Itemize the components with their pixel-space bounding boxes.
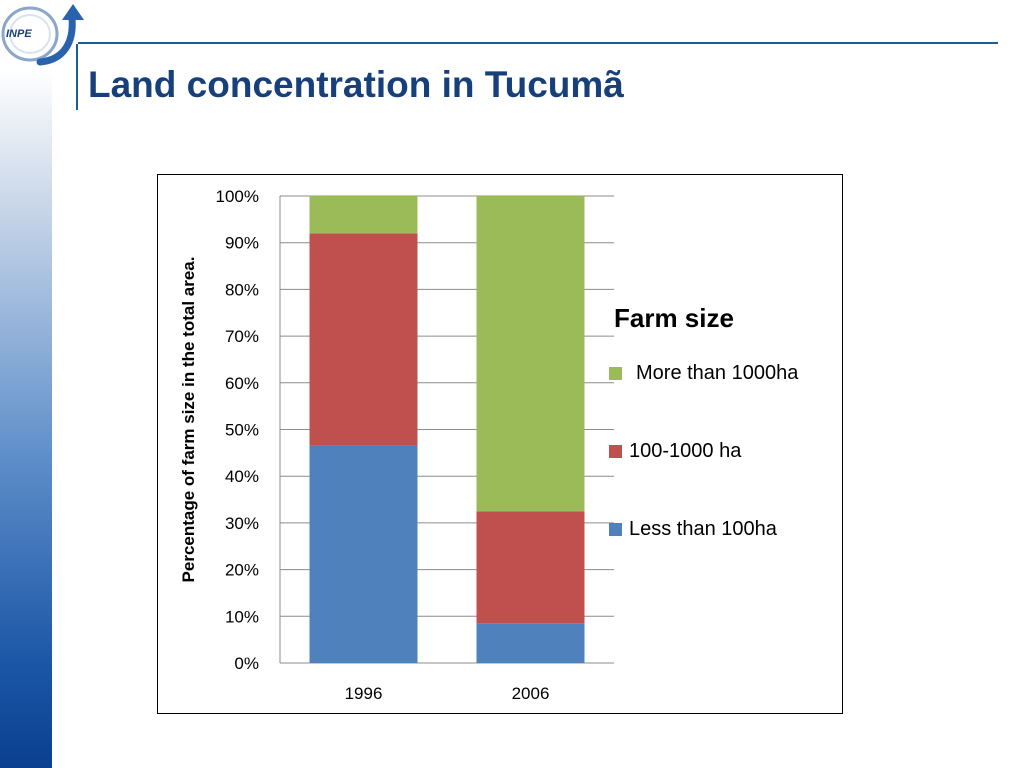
- y-tick-label: 70%: [225, 327, 259, 346]
- y-tick-label: 40%: [225, 467, 259, 486]
- y-tick-label: 30%: [225, 514, 259, 533]
- legend-swatch: [609, 523, 622, 536]
- inpe-logo: INPE: [0, 0, 92, 72]
- legend-label: More than 1000ha: [636, 362, 799, 384]
- y-tick-label: 10%: [225, 607, 259, 626]
- x-tick-label: 2006: [512, 684, 550, 703]
- inpe-logo-emblem-icon: [1, 4, 84, 66]
- chart-frame: 0% 10% 20% 30% 40% 50% 60% 70% 80% 90% 100% Percent…: [157, 174, 843, 714]
- header-vertical-rule: [76, 44, 78, 110]
- bar-segment: [309, 445, 418, 663]
- legend-title: Farm size: [614, 303, 734, 333]
- y-axis-label: Percentage of farm size in the total are…: [179, 257, 198, 583]
- side-gradient-bar: [0, 70, 52, 768]
- y-tick-label: 80%: [225, 280, 259, 299]
- bar-segment: [476, 196, 585, 512]
- bar-segment: [476, 623, 585, 663]
- y-tick-label: 50%: [225, 421, 259, 440]
- logo-text: INPE: [6, 28, 32, 40]
- x-tick-label: 1996: [345, 684, 383, 703]
- stacked-bar-chart: 0% 10% 20% 30% 40% 50% 60% 70% 80% 90% 100% Percent…: [179, 187, 614, 703]
- y-tick-label: 100%: [216, 187, 259, 206]
- header-rule: [78, 42, 998, 44]
- legend-swatch: [609, 367, 622, 380]
- legend-swatch: [609, 445, 622, 458]
- y-tick-label: 0%: [234, 654, 259, 673]
- y-tick-label: 20%: [225, 561, 259, 580]
- legend-label: 100-1000 ha: [629, 440, 742, 462]
- y-tick-label: 60%: [225, 374, 259, 393]
- bar-segment: [309, 233, 418, 446]
- bar-segment: [309, 196, 418, 234]
- legend-label: Less than 100ha: [629, 518, 777, 540]
- bar-segment: [476, 511, 585, 624]
- y-tick-label: 90%: [225, 234, 259, 253]
- slide-title: Land concentration in Tucumã: [88, 64, 624, 105]
